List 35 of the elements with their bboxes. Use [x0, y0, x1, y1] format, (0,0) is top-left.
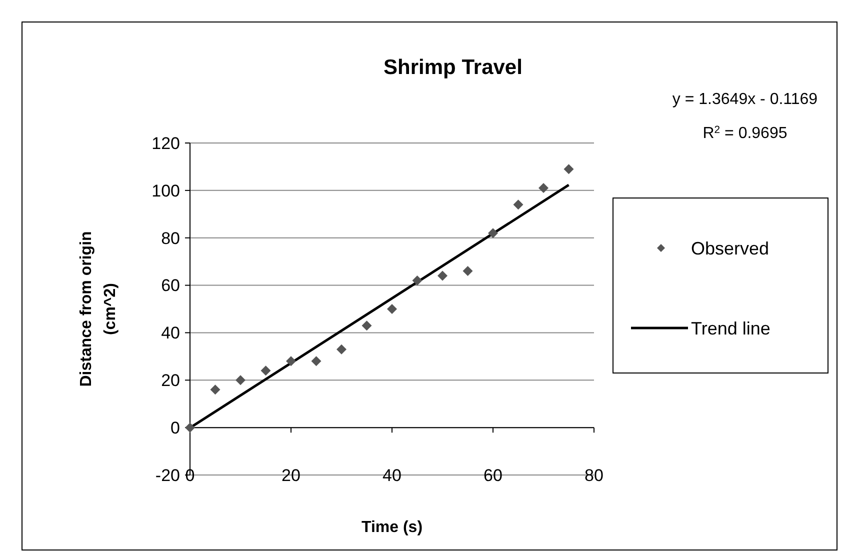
- x-tick-label: 20: [282, 466, 300, 485]
- x-axis-title: Time (s): [361, 519, 423, 536]
- point: [185, 422, 195, 433]
- chart-title: Shrimp Travel: [384, 56, 522, 79]
- x-tick-label: 60: [484, 466, 502, 485]
- point: [236, 375, 246, 386]
- text: R$^{2}$ = 0.9695: [702, 124, 788, 142]
- legend-label: Observed: [691, 238, 770, 258]
- x-tick-label: 80: [584, 466, 604, 485]
- y-tick-label: 20: [161, 371, 180, 390]
- point: [438, 270, 448, 281]
- point: [311, 356, 322, 366]
- y-tick-label: 120: [152, 134, 180, 153]
- y-tick-label: 40: [161, 324, 180, 343]
- point: [412, 276, 422, 286]
- y-tick-label: 80: [161, 228, 180, 248]
- legend-label: Trend line: [691, 318, 770, 338]
- point: [260, 366, 271, 376]
- point: [513, 200, 524, 210]
- point: [362, 320, 372, 331]
- point: [538, 183, 548, 194]
- y-tick-label: 60: [161, 276, 180, 296]
- point: [210, 384, 220, 395]
- y-tick-label: 100: [152, 181, 180, 200]
- y-tick-label: -20: [155, 466, 180, 485]
- point: [336, 344, 346, 354]
- point: [462, 266, 473, 276]
- y-axis-title: Distance from origin (cm^2): [78, 231, 119, 387]
- text: y = 1.3649x - 0.1169: [672, 91, 818, 108]
- point: [286, 356, 296, 366]
- y-tick-label: 0: [170, 418, 180, 438]
- point: [564, 164, 574, 174]
- point: [488, 228, 498, 238]
- x-tick-label: 40: [382, 466, 402, 485]
- point: [387, 304, 397, 314]
